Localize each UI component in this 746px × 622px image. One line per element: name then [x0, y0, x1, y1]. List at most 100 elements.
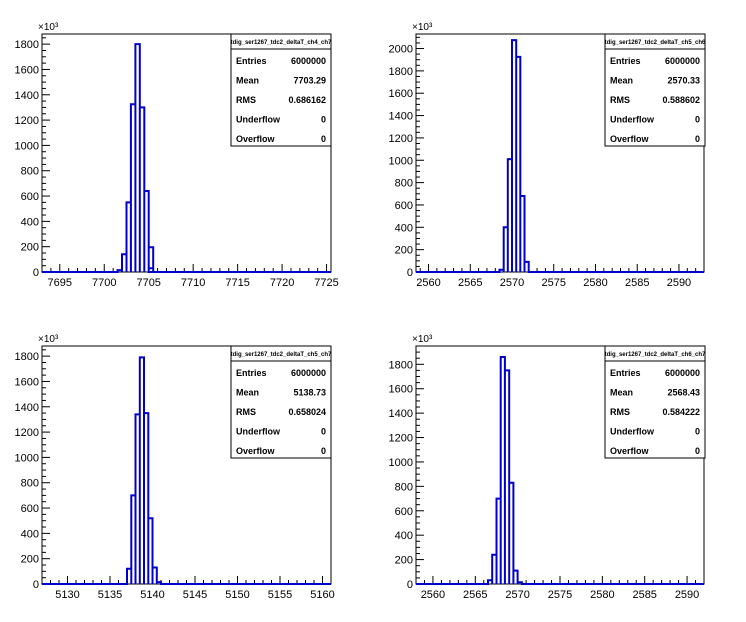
histogram-line	[42, 43, 331, 273]
stats-box-frame	[604, 33, 706, 147]
x-tick-label: 5145	[183, 589, 207, 601]
y-exponent-label: ×10³	[412, 22, 433, 33]
y-tick-label: 800	[21, 478, 39, 490]
histogram-bin	[118, 270, 122, 272]
x-tick-label: 7725	[314, 277, 338, 289]
x-tick-label: 2585	[632, 589, 656, 601]
y-tick-label: 0	[407, 267, 413, 279]
y-tick-label: 600	[395, 200, 413, 212]
y-tick-label: 200	[21, 242, 39, 254]
stats-label: Entries	[236, 56, 267, 66]
stats-value: 5138.73	[293, 388, 326, 398]
y-tick-label: 0	[407, 579, 413, 591]
histogram-bin	[508, 159, 512, 272]
x-tick-label: 7705	[136, 277, 160, 289]
stats-label: Underflow	[610, 427, 655, 437]
stats-box-frame	[230, 33, 332, 147]
stats-label: RMS	[236, 95, 256, 105]
y-tick-label: 1200	[15, 115, 39, 127]
x-tick-label: 2560	[416, 277, 440, 289]
y-tick-label: 1000	[15, 452, 39, 464]
stats-label: Underflow	[236, 115, 281, 125]
y-tick-label: 1400	[15, 90, 39, 102]
y-tick-label: 1800	[389, 359, 413, 371]
stats-value: 6000000	[291, 56, 326, 66]
histogram-bin	[513, 571, 517, 584]
histogram-bin	[127, 569, 131, 584]
histogram-bin	[516, 57, 520, 272]
stats-label: RMS	[610, 407, 630, 417]
stats-label: Mean	[236, 388, 259, 398]
histogram-bin	[136, 414, 140, 584]
x-tick-label: 5140	[140, 589, 164, 601]
stats-label: Entries	[610, 368, 641, 378]
stats-value: 0.588602	[662, 95, 700, 105]
stats-label: Overflow	[610, 446, 650, 456]
y-tick-label: 2000	[389, 44, 413, 56]
histogram-bin	[520, 196, 524, 272]
stats-title: tdig_ser1267_tdc2_deltaT_ch5_ch7	[231, 352, 332, 358]
y-tick-label: 400	[21, 528, 39, 540]
y-tick-label: 1200	[389, 433, 413, 445]
y-tick-label: 400	[21, 216, 39, 228]
stats-label: Underflow	[610, 115, 655, 125]
y-tick-label: 1400	[15, 402, 39, 414]
stats-value: 6000000	[665, 368, 700, 378]
y-tick-label: 400	[395, 530, 413, 542]
y-tick-label: 800	[395, 481, 413, 493]
stats-value: 0.584222	[662, 407, 700, 417]
histogram-bin	[140, 107, 144, 272]
x-tick-label: 7700	[92, 277, 116, 289]
stats-value: 0	[695, 115, 700, 125]
stats-label: Overflow	[610, 134, 650, 144]
x-tick-label: 2580	[583, 277, 607, 289]
y-exponent-label: ×10³	[38, 22, 59, 33]
x-tick-label: 7695	[48, 277, 72, 289]
histogram-panel-3: 0 200 400 600 800 1000 1200 1400 1600 1800 ×10³ 513…	[15, 334, 335, 601]
stats-box-frame	[604, 345, 706, 459]
x-tick-label: 2575	[541, 277, 565, 289]
stats-box-frame	[230, 345, 332, 459]
y-tick-label: 1800	[389, 66, 413, 78]
y-tick-label: 1600	[15, 64, 39, 76]
histogram-bin	[148, 518, 152, 584]
histogram-bin	[157, 582, 161, 584]
y-tick-label: 1400	[389, 111, 413, 123]
stats-value: 2568.43	[667, 388, 700, 398]
stats-box: tdig_ser1267_tdc2_deltaT_ch5_ch7 Entries 6…	[230, 345, 332, 459]
y-tick-label: 600	[21, 503, 39, 515]
histogram-bin	[144, 413, 148, 584]
x-tick-label: 2565	[458, 277, 482, 289]
y-tick-label: 800	[21, 166, 39, 178]
x-tick-label: 5150	[225, 589, 249, 601]
y-tick-label: 400	[395, 222, 413, 234]
histogram-bin	[501, 357, 505, 584]
stats-title: tdig_ser1267_tdc2_deltaT_ch4_ch7	[231, 40, 332, 46]
x-tick-label: 7720	[270, 277, 294, 289]
x-tick-label: 2570	[505, 589, 529, 601]
x-tick-label: 5155	[268, 589, 292, 601]
histogram-panel-2: 0 200 400 600 800 1000 1200 1400 1600 1800 2000 ×10…	[389, 22, 707, 289]
y-tick-label: 800	[395, 178, 413, 190]
histogram-bin	[504, 227, 508, 272]
histogram-bin	[153, 568, 157, 584]
stats-value: 0	[321, 115, 326, 125]
stats-title: tdig_ser1267_tdc2_deltaT_ch5_ch6	[605, 40, 706, 46]
histogram-bin	[149, 268, 153, 272]
y-tick-label: 1800	[15, 39, 39, 51]
x-tick-label: 5160	[310, 589, 334, 601]
x-tick-label: 2590	[675, 589, 699, 601]
histogram-line	[416, 356, 704, 585]
histogram-line	[42, 356, 331, 585]
histogram-bin	[488, 580, 492, 584]
histogram-bin	[126, 202, 130, 272]
x-tick-label: 2590	[667, 277, 691, 289]
histogram-bin	[140, 357, 144, 584]
x-tick-label: 5135	[98, 589, 122, 601]
stats-label: Overflow	[236, 134, 276, 144]
stats-value: 6000000	[291, 368, 326, 378]
x-tick-label: 2565	[463, 589, 487, 601]
histogram-bin	[131, 104, 135, 272]
stats-value: 0	[695, 134, 700, 144]
